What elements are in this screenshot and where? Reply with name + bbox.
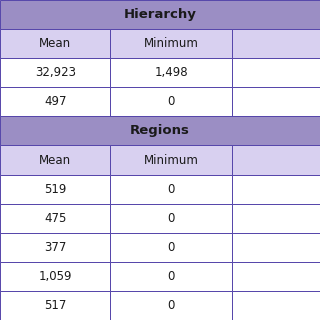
Text: 1,498: 1,498 (154, 66, 188, 79)
Bar (0, 0, 320, 29)
Bar (232, 87, 320, 116)
Text: 1,059: 1,059 (38, 270, 72, 283)
Text: Minimum: Minimum (144, 37, 199, 50)
Text: Minimum: Minimum (144, 154, 199, 166)
Text: 377: 377 (44, 241, 66, 254)
Text: Hierarchy: Hierarchy (124, 8, 196, 21)
Bar (232, 291, 320, 320)
Bar (0, 58, 110, 87)
Text: 0: 0 (167, 270, 175, 283)
Bar (0, 116, 320, 146)
Bar (0, 262, 110, 291)
Text: 0: 0 (167, 241, 175, 254)
Bar (110, 233, 232, 262)
Bar (232, 29, 320, 58)
Bar (0, 291, 110, 320)
Bar (0, 29, 110, 58)
Bar (110, 174, 232, 204)
Bar (232, 262, 320, 291)
Bar (110, 87, 232, 116)
Text: 0: 0 (167, 212, 175, 225)
Bar (232, 204, 320, 233)
Bar (110, 262, 232, 291)
Bar (0, 146, 110, 174)
Bar (0, 204, 110, 233)
Text: 475: 475 (44, 212, 66, 225)
Text: 497: 497 (44, 95, 67, 108)
Bar (110, 204, 232, 233)
Text: 0: 0 (167, 183, 175, 196)
Text: 32,923: 32,923 (35, 66, 76, 79)
Bar (110, 291, 232, 320)
Bar (0, 174, 110, 204)
Text: Mean: Mean (39, 37, 71, 50)
Text: 0: 0 (167, 299, 175, 312)
Bar (110, 29, 232, 58)
Text: 0: 0 (167, 95, 175, 108)
Bar (110, 146, 232, 174)
Bar (232, 146, 320, 174)
Bar (110, 58, 232, 87)
Text: 517: 517 (44, 299, 66, 312)
Text: Mean: Mean (39, 154, 71, 166)
Text: Regions: Regions (130, 124, 190, 137)
Bar (232, 174, 320, 204)
Bar (0, 233, 110, 262)
Bar (0, 87, 110, 116)
Bar (232, 58, 320, 87)
Text: 519: 519 (44, 183, 66, 196)
Bar (232, 233, 320, 262)
